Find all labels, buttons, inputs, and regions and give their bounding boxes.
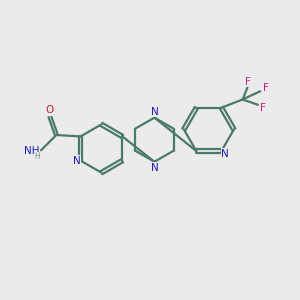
Text: N: N (73, 156, 81, 166)
Text: F: F (245, 77, 251, 87)
Text: F: F (260, 103, 266, 113)
Text: F: F (262, 83, 268, 93)
Text: H: H (34, 152, 40, 161)
Text: N: N (151, 107, 158, 117)
Text: NH: NH (25, 146, 40, 156)
Text: N: N (151, 163, 158, 173)
Text: N: N (221, 149, 229, 159)
Text: O: O (46, 105, 54, 115)
